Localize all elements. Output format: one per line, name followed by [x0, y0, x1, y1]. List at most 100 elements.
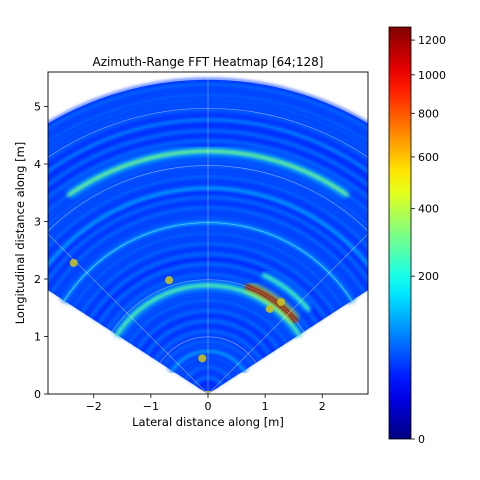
detection-points — [69, 258, 286, 363]
heatmap-texture-ring — [48, 196, 368, 282]
x-tick-label: 0 — [205, 400, 212, 413]
heatmap-texture-ring — [154, 330, 262, 361]
heatmap-texture-ring — [48, 103, 368, 155]
heatmap-texture-ring — [89, 253, 327, 319]
heatmap-texture-ring — [188, 371, 228, 383]
intensity-arc — [48, 118, 368, 174]
heatmap-texture-ring — [48, 83, 368, 131]
detection-point — [165, 276, 174, 285]
heatmap-texture-ring — [145, 319, 271, 355]
detection-point — [277, 298, 286, 306]
intensity-features — [48, 115, 368, 394]
heatmap-texture-ring — [48, 175, 368, 249]
heatmap-texture-ring — [132, 304, 284, 347]
detection-point — [69, 258, 78, 267]
heatmap-texture-ring — [48, 98, 368, 149]
x-tick-label: −1 — [143, 400, 159, 413]
x-tick-label: 2 — [319, 400, 326, 413]
polar-grid — [0, 0, 480, 394]
azimuth-line — [207, 233, 368, 394]
heatmap-texture-ring — [48, 93, 368, 143]
heatmap-texture-ring — [102, 268, 314, 327]
heatmap-texture-ring — [81, 242, 335, 313]
heatmap-texture-ring — [137, 309, 279, 350]
colorbar — [388, 26, 412, 440]
heatmap-texture-ring — [184, 366, 232, 380]
heatmap-texture-ring — [180, 360, 236, 378]
y-axis-ticks: 0 1 2 3 4 5 — [34, 101, 48, 401]
intensity-arc — [62, 221, 354, 303]
colorbar-tick-label: 600 — [418, 151, 439, 164]
intensity-arc — [115, 284, 301, 337]
heatmap-texture-ring — [163, 340, 253, 366]
colorbar-tick-label: 1200 — [418, 34, 446, 47]
y-tick-label: 4 — [34, 158, 41, 171]
heatmap-texture-ring — [48, 181, 368, 257]
heatmap-texture-ring — [48, 170, 368, 242]
heatmap-texture-ring — [48, 124, 368, 180]
heatmap-texture-ring — [76, 237, 340, 310]
heatmap-texture-ring — [48, 139, 368, 200]
x-tick-label: 1 — [262, 400, 269, 413]
heatmap-texture-ring — [150, 324, 266, 358]
heatmap-texture-ring — [72, 232, 344, 308]
heatmap-texture-ring — [48, 165, 368, 234]
heatmap-texture-ring — [176, 355, 240, 375]
heatmap-texture-ring — [48, 78, 368, 125]
heatmap-texture-ring — [193, 376, 223, 386]
heatmap-texture-ring — [48, 114, 368, 167]
heatmap-texture-ring — [85, 247, 331, 316]
y-tick-label: 1 — [34, 331, 41, 344]
heatmap-texture-ring — [48, 88, 368, 137]
y-tick-label: 2 — [34, 273, 41, 286]
y-tick-label: 5 — [34, 101, 41, 114]
intensity-arc — [262, 273, 311, 312]
heatmap-texture-ring — [141, 314, 275, 352]
colorbar-tick-label: 1000 — [418, 69, 446, 82]
heatmap-texture-ring — [48, 155, 368, 220]
heatmap-texture-ring — [197, 381, 219, 389]
x-axis-label: Lateral distance along [m] — [132, 415, 284, 429]
y-tick-label: 0 — [34, 388, 41, 401]
heatmap-texture-ring — [107, 273, 309, 330]
heatmap-texture-ring — [128, 299, 288, 344]
heatmap-texture-ring — [55, 211, 361, 296]
colorbar-tick-label: 200 — [418, 270, 439, 283]
colorbar-tick-label: 400 — [418, 203, 439, 216]
heatmap-texture-ring — [50, 206, 366, 294]
intensity-arc — [170, 349, 246, 373]
colorbar-tick-label: 0 — [418, 433, 425, 446]
colorbar-ticks: 0 200 400 600 800 1000 1200 — [411, 34, 446, 446]
heatmap-texture-ring — [48, 129, 368, 187]
heatmap-texture-ring — [68, 227, 348, 305]
heatmap-texture-ring — [48, 160, 368, 227]
intensity-arc — [204, 389, 212, 394]
heatmap-texture-ring — [48, 109, 368, 161]
plot-area — [0, 0, 480, 394]
range-ring — [48, 222, 368, 334]
heatmap-texture-ring — [48, 134, 368, 193]
range-ring — [150, 336, 266, 394]
intensity-arc — [67, 149, 349, 197]
heatmap-texture-ring — [167, 345, 249, 369]
range-ring — [48, 107, 368, 158]
heatmap-texture-ring — [124, 294, 292, 341]
detection-point — [265, 304, 274, 313]
x-axis-ticks: −2 −1 0 1 2 — [86, 394, 326, 413]
detection-point — [198, 354, 207, 363]
x-tick-label: −2 — [86, 400, 102, 413]
intensity-arc — [244, 284, 298, 323]
range-ring — [93, 279, 323, 394]
heatmap-texture-ring — [48, 201, 368, 291]
y-axis-label: Longitudinal distance along [m] — [13, 142, 27, 325]
heatmap-texture-ring — [48, 145, 368, 206]
range-ring — [48, 165, 368, 232]
heatmap-texture-ring — [119, 289, 297, 338]
intensity-arc — [48, 186, 368, 268]
chart-title: Azimuth-Range FFT Heatmap [64;128] — [93, 55, 324, 69]
heatmap-texture-ring — [158, 335, 258, 364]
y-tick-label: 3 — [34, 216, 41, 229]
colorbar-tick-label: 800 — [418, 107, 439, 120]
azimuth-line — [48, 233, 209, 394]
